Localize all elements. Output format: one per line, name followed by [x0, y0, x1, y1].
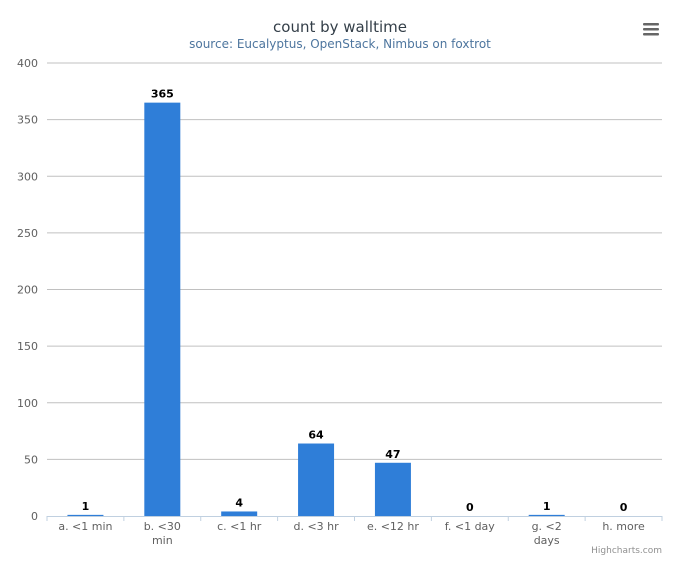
x-tick-label: a. <1 min	[58, 520, 112, 533]
x-tick-label: g. <2	[532, 520, 562, 533]
data-label: 0	[466, 501, 474, 514]
y-tick-label: 250	[17, 227, 38, 240]
x-tick-label: h. more	[602, 520, 645, 533]
y-tick-label: 0	[31, 510, 38, 523]
x-tick-label: c. <1 hr	[217, 520, 262, 533]
y-tick-label: 350	[17, 114, 38, 127]
bar	[67, 514, 104, 516]
bar	[374, 462, 411, 516]
y-tick-label: 400	[17, 57, 38, 70]
x-tick-label: d. <3 hr	[293, 520, 339, 533]
y-tick-label: 100	[17, 397, 38, 410]
data-label: 1	[82, 500, 90, 513]
x-tick-label: b. <30	[144, 520, 181, 533]
data-label: 47	[385, 448, 400, 461]
x-tick-label: e. <12 hr	[367, 520, 419, 533]
bar	[144, 102, 181, 516]
y-tick-label: 300	[17, 170, 38, 183]
credits-link[interactable]: Highcharts.com	[591, 546, 662, 556]
data-labels: 1 365 4 64 47 0 1 0	[82, 88, 628, 514]
data-label: 4	[235, 496, 243, 509]
x-tick-label: min	[152, 534, 173, 547]
chart-subtitle: source: Eucalyptus, OpenStack, Nimbus on…	[189, 37, 491, 51]
bar	[528, 514, 565, 516]
chart-title: count by walltime	[273, 18, 407, 36]
x-tick-label: f. <1 day	[445, 520, 496, 533]
data-label: 0	[620, 501, 628, 514]
x-tick-label: days	[534, 534, 560, 547]
gridlines	[47, 62, 662, 460]
y-tick-label: 200	[17, 284, 38, 297]
bar	[298, 443, 335, 516]
y-tick-label: 50	[24, 453, 38, 466]
data-label: 365	[151, 88, 174, 101]
bar	[221, 511, 258, 516]
y-tick-label: 150	[17, 340, 38, 353]
bars	[67, 102, 565, 516]
data-label: 1	[543, 500, 551, 513]
hamburger-menu-icon[interactable]	[636, 18, 666, 40]
y-axis-ticks: 0 50 100 150 200 250 300 350 400	[17, 57, 38, 523]
data-label: 64	[308, 429, 324, 442]
